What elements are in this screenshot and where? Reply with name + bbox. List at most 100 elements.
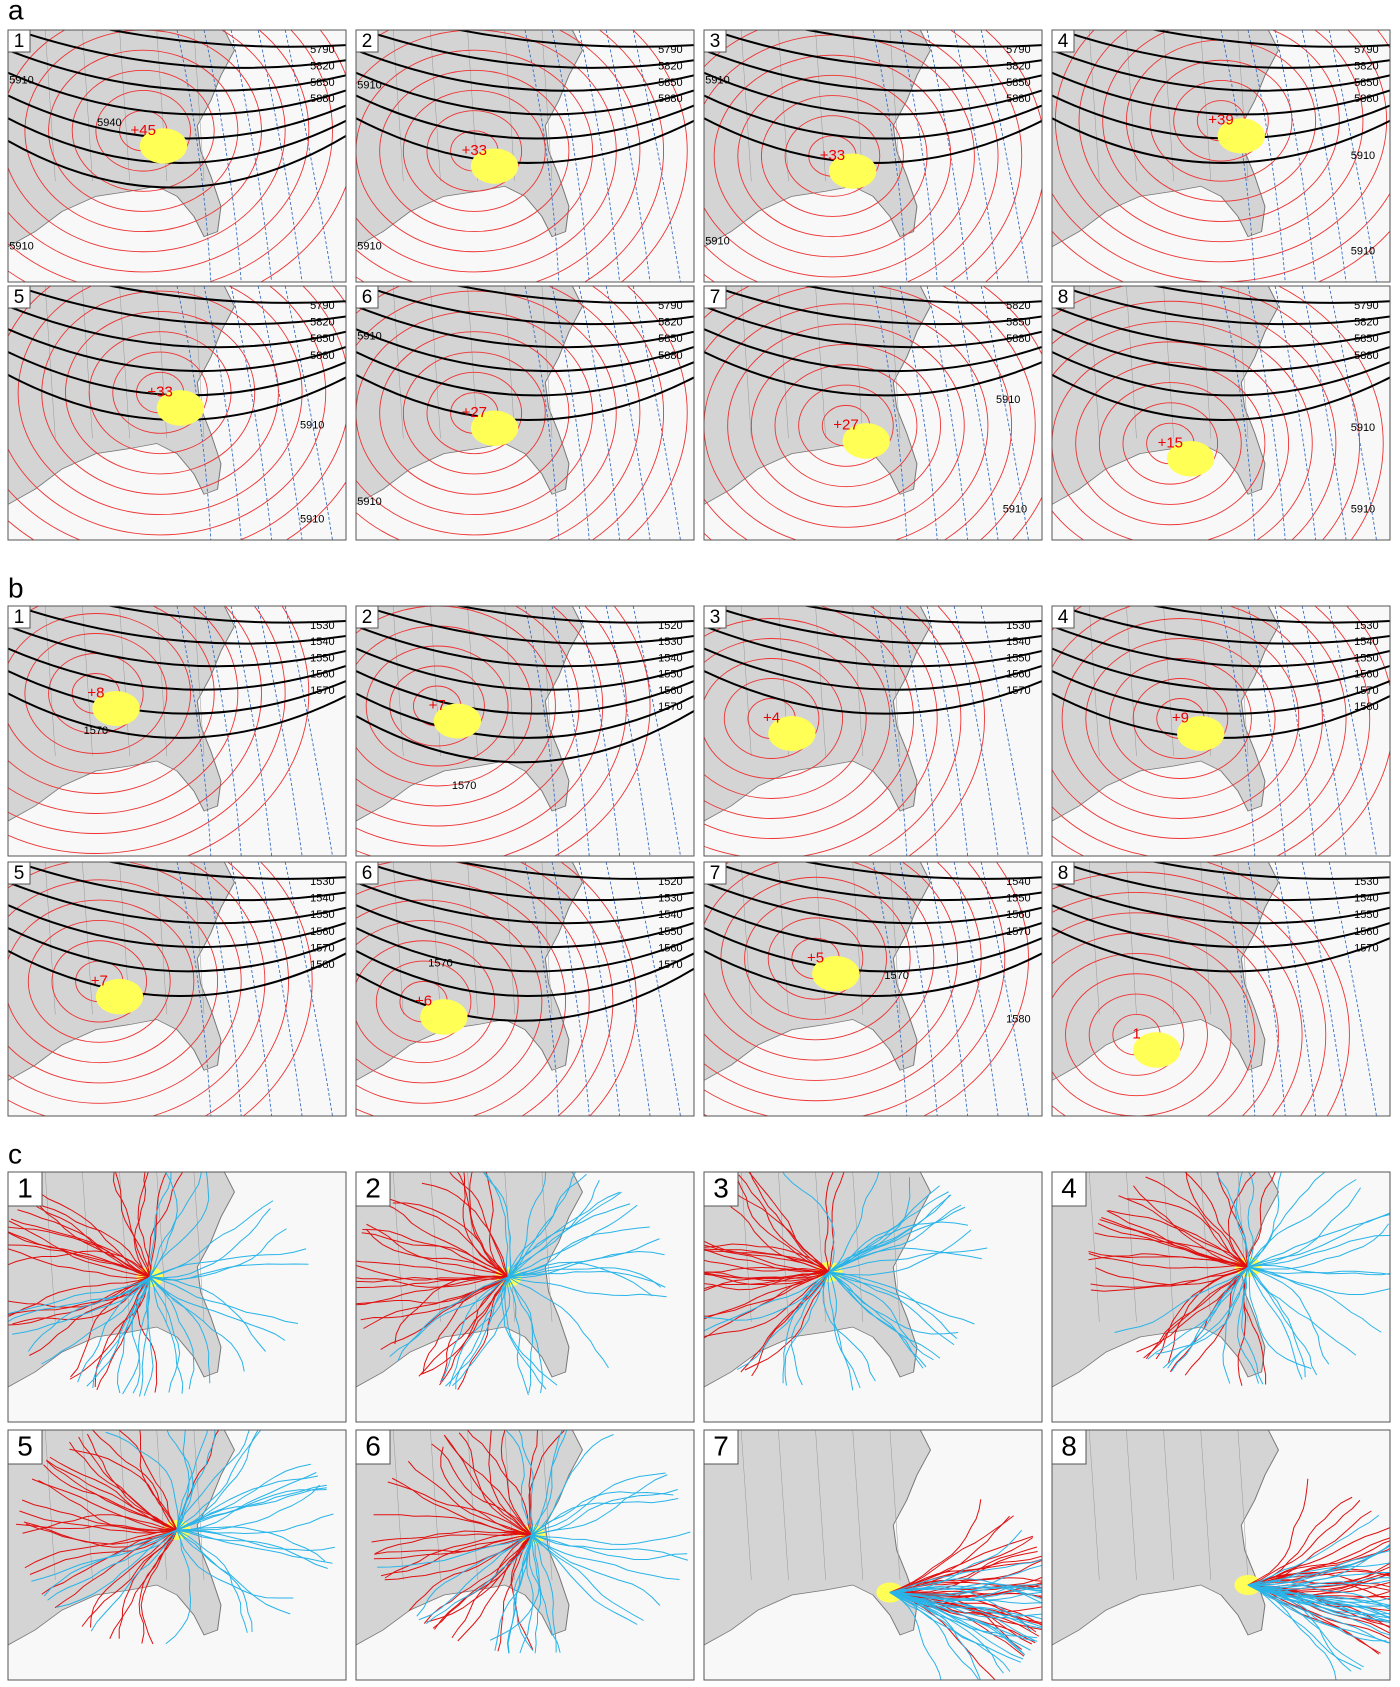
contour-label: 5820 xyxy=(1354,317,1378,329)
contour-label: 5850 xyxy=(1354,333,1378,345)
contour-label: 1570 xyxy=(310,942,334,954)
map xyxy=(347,1161,694,1422)
contour-label: 5880 xyxy=(1354,93,1378,105)
contour-label: 1550 xyxy=(310,652,334,664)
contour-label: 1550 xyxy=(1006,893,1030,905)
contour-label: 1560 xyxy=(658,685,682,697)
panel-number: 3 xyxy=(710,607,721,628)
map xyxy=(704,1430,1051,1682)
map-panel: 8 xyxy=(1052,1430,1400,1682)
contour-label: 5820 xyxy=(1354,60,1378,72)
anomaly-label: +33 xyxy=(147,384,172,401)
map xyxy=(0,1159,346,1422)
panel-number: 4 xyxy=(1058,31,1069,52)
panel-number: 7 xyxy=(713,1430,729,1461)
contour-label: 5910 xyxy=(1351,246,1375,258)
contour-label: 5880 xyxy=(310,350,334,362)
contour-label: 5790 xyxy=(1006,44,1030,56)
contour-label: 5910 xyxy=(1351,422,1375,434)
contour-label: 5940 xyxy=(97,117,121,129)
section-letter: a xyxy=(8,0,24,25)
panel-number: 3 xyxy=(713,1172,729,1203)
contour-label: 1570 xyxy=(884,970,908,982)
contour-label: 5850 xyxy=(1354,77,1378,89)
anomaly-label: +6 xyxy=(415,993,432,1010)
contour-label: 5850 xyxy=(1006,317,1030,329)
contour-label: 1560 xyxy=(310,926,334,938)
contour-label: 5880 xyxy=(658,93,682,105)
contour-label: 1530 xyxy=(1354,876,1378,888)
contour-label: 5790 xyxy=(310,300,334,312)
contour-label: 1560 xyxy=(1354,926,1378,938)
panel-number: 2 xyxy=(365,1172,381,1203)
anomaly-label: +8 xyxy=(87,684,104,701)
map-panel: 3 xyxy=(668,1155,1042,1423)
contour-label: 1570 xyxy=(310,685,334,697)
panel-number: 4 xyxy=(1058,607,1069,628)
contour-label: 1550 xyxy=(658,669,682,681)
panel-number: 8 xyxy=(1058,863,1069,884)
contour-label: 5910 xyxy=(300,514,324,526)
map-panel: 7 xyxy=(704,1430,1051,1682)
contour-label: 5880 xyxy=(1006,333,1030,345)
panel-number: 6 xyxy=(362,863,373,884)
panel-number: 3 xyxy=(710,31,721,52)
contour-label: 5880 xyxy=(1354,350,1378,362)
contour-label: 1560 xyxy=(658,942,682,954)
map-panel: 6 xyxy=(356,1416,694,1680)
contour-label: 1530 xyxy=(658,636,682,648)
map-panel: +395790582058505880591059104 xyxy=(1008,0,1400,302)
contour-label: 5820 xyxy=(310,60,334,72)
map xyxy=(1052,1430,1400,1682)
contour-label: 5850 xyxy=(658,333,682,345)
contour-label: 1540 xyxy=(1354,893,1378,905)
contour-label: 5880 xyxy=(1006,93,1030,105)
contour-label: 1540 xyxy=(310,893,334,905)
contour-label: 5910 xyxy=(996,394,1020,406)
contour-label: 1570 xyxy=(452,780,476,792)
contour-label: 5820 xyxy=(1006,60,1030,72)
contour-label: 1570 xyxy=(428,958,452,970)
contour-label: 1530 xyxy=(1006,620,1030,632)
contour-label: 5850 xyxy=(310,77,334,89)
panel-number: 8 xyxy=(1061,1430,1077,1461)
anomaly-label: +15 xyxy=(1158,434,1183,451)
anomaly-label: 1 xyxy=(1132,1026,1140,1043)
contour-label: 1570 xyxy=(1354,685,1378,697)
contour-label: 1560 xyxy=(310,669,334,681)
map-panel: 4 xyxy=(1052,1149,1400,1423)
contour-label: 1560 xyxy=(1006,909,1030,921)
contour-label: 5820 xyxy=(1006,300,1030,312)
contour-label: 1580 xyxy=(310,959,334,971)
contour-label: 5910 xyxy=(9,74,33,86)
contour-label: 5850 xyxy=(1006,77,1030,89)
contour-label: 5820 xyxy=(658,317,682,329)
contour-label: 1550 xyxy=(1006,652,1030,664)
contour-label: 5850 xyxy=(658,77,682,89)
contour-label: 5910 xyxy=(357,79,381,91)
contour-label: 1540 xyxy=(658,909,682,921)
contour-label: 5910 xyxy=(357,496,381,508)
contour-label: 1530 xyxy=(1354,620,1378,632)
contour-label: 1570 xyxy=(658,959,682,971)
contour-label: 5910 xyxy=(705,74,729,86)
contour-label: 1550 xyxy=(658,926,682,938)
panel-number: 7 xyxy=(710,863,721,884)
contour-label: 5910 xyxy=(1351,150,1375,162)
map-panel: 5 xyxy=(8,1412,346,1681)
contour-label: 1570 xyxy=(1006,926,1030,938)
map-panel: 2 xyxy=(347,1161,694,1422)
contour-label: 1550 xyxy=(1354,909,1378,921)
anomaly-label: +45 xyxy=(130,122,155,139)
anomaly-label: +4 xyxy=(763,709,780,726)
contour-label: 5790 xyxy=(1354,300,1378,312)
map xyxy=(0,514,346,874)
contour-label: 1540 xyxy=(1006,876,1030,888)
contour-label: 1550 xyxy=(310,909,334,921)
anomaly-label: +33 xyxy=(820,147,845,164)
contour-label: 1520 xyxy=(658,620,682,632)
contour-label: 5820 xyxy=(310,317,334,329)
map xyxy=(356,1416,694,1680)
contour-label: 1530 xyxy=(310,620,334,632)
panel-number: 1 xyxy=(14,607,25,628)
